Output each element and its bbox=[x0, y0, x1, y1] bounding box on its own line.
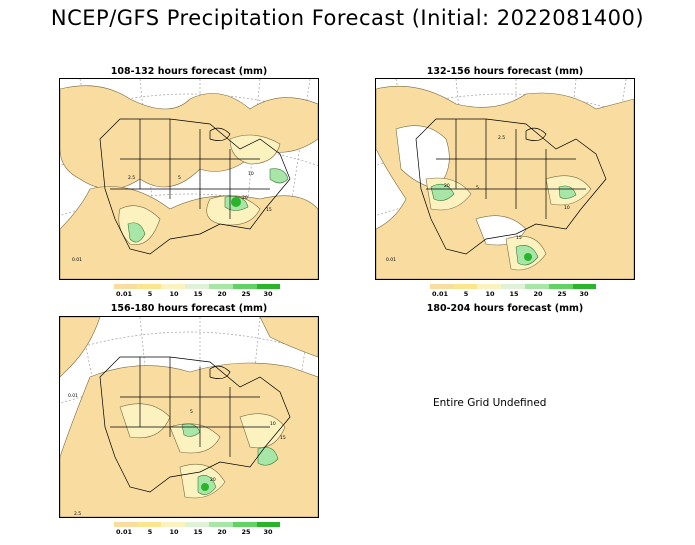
legend-label: 25 bbox=[557, 290, 567, 298]
legend-label: 10 bbox=[485, 290, 495, 298]
legend-label: 15 bbox=[193, 528, 203, 536]
contour-label: 5 bbox=[476, 185, 479, 191]
legend-label: 20 bbox=[217, 528, 227, 536]
legend-swatch bbox=[573, 284, 596, 289]
legend-label: 30 bbox=[263, 528, 273, 536]
panel-1-map: 0.01 2.5 5 10 15 20 bbox=[59, 78, 319, 280]
legend-swatch bbox=[209, 522, 233, 527]
panel-3-title: 156-180 hours forecast (mm) bbox=[110, 303, 268, 314]
legend-swatch bbox=[453, 284, 477, 289]
legend-swatch bbox=[233, 522, 257, 527]
legend-swatch bbox=[114, 522, 137, 527]
legend-label: 5 bbox=[463, 290, 469, 298]
contour-label: 0.01 bbox=[72, 257, 82, 263]
panel-3-legend: 0.01 5 10 15 20 25 30 bbox=[114, 522, 280, 537]
legend-label: 20 bbox=[217, 290, 227, 298]
contour-label: 20 bbox=[242, 195, 248, 201]
legend-swatch bbox=[137, 284, 161, 289]
legend-swatch bbox=[501, 284, 525, 289]
legend-label: 5 bbox=[147, 528, 153, 536]
contour-label: 0.01 bbox=[386, 257, 396, 263]
contour-label: 20 bbox=[444, 183, 450, 189]
legend-label: 0.01 bbox=[115, 528, 133, 536]
contour-label: 15 bbox=[516, 235, 522, 241]
legend-swatch bbox=[549, 284, 573, 289]
legend-label: 15 bbox=[509, 290, 519, 298]
legend-swatch bbox=[185, 522, 209, 527]
legend-swatch bbox=[233, 284, 257, 289]
legend-label: 0.01 bbox=[431, 290, 449, 298]
contour-label: 5 bbox=[178, 175, 181, 181]
contour-label: 2.5 bbox=[498, 135, 505, 141]
panel-4-title: 180-204 hours forecast (mm) bbox=[426, 303, 584, 314]
legend-swatch bbox=[161, 284, 185, 289]
contour-label: 15 bbox=[266, 207, 272, 213]
legend-label: 10 bbox=[169, 528, 179, 536]
legend-swatch bbox=[185, 284, 209, 289]
contour-label: 2.5 bbox=[74, 511, 81, 517]
contour-label: 5 bbox=[190, 409, 193, 415]
legend-label: 0.01 bbox=[115, 290, 133, 298]
page-title: NCEP/GFS Precipitation Forecast (Initial… bbox=[50, 6, 645, 30]
panel-3-map: 0.01 2.5 5 10 15 20 bbox=[59, 316, 319, 518]
contour-label: 2.5 bbox=[128, 175, 135, 181]
panel-2-title: 132-156 hours forecast (mm) bbox=[426, 66, 584, 77]
contour-label: 0.01 bbox=[68, 393, 78, 399]
legend-label: 5 bbox=[147, 290, 153, 298]
legend-swatch bbox=[477, 284, 501, 289]
panel-1-legend: 0.01 5 10 15 20 25 30 bbox=[114, 284, 280, 299]
contour-label: 15 bbox=[280, 435, 286, 441]
panel-1-title: 108-132 hours forecast (mm) bbox=[110, 66, 268, 77]
legend-label: 30 bbox=[579, 290, 589, 298]
contour-label: 10 bbox=[270, 421, 276, 427]
panel-2-map: 0.01 2.5 5 10 15 20 bbox=[375, 78, 635, 280]
panel-2-legend: 0.01 5 10 15 20 25 30 bbox=[430, 284, 596, 299]
legend-swatch bbox=[525, 284, 549, 289]
contour-label: 10 bbox=[564, 205, 570, 211]
legend-swatch bbox=[209, 284, 233, 289]
contour-label: 20 bbox=[210, 477, 216, 483]
legend-label: 30 bbox=[263, 290, 273, 298]
legend-swatch bbox=[114, 284, 137, 289]
legend-label: 20 bbox=[533, 290, 543, 298]
legend-swatch bbox=[430, 284, 453, 289]
legend-swatch bbox=[257, 284, 280, 289]
legend-label: 25 bbox=[241, 290, 251, 298]
legend-swatch bbox=[137, 522, 161, 527]
legend-swatch bbox=[257, 522, 280, 527]
legend-label: 25 bbox=[241, 528, 251, 536]
legend-label: 10 bbox=[169, 290, 179, 298]
legend-label: 15 bbox=[193, 290, 203, 298]
contour-label: 10 bbox=[248, 171, 254, 177]
undefined-grid-message: Entire Grid Undefined bbox=[433, 397, 547, 409]
legend-swatch bbox=[161, 522, 185, 527]
